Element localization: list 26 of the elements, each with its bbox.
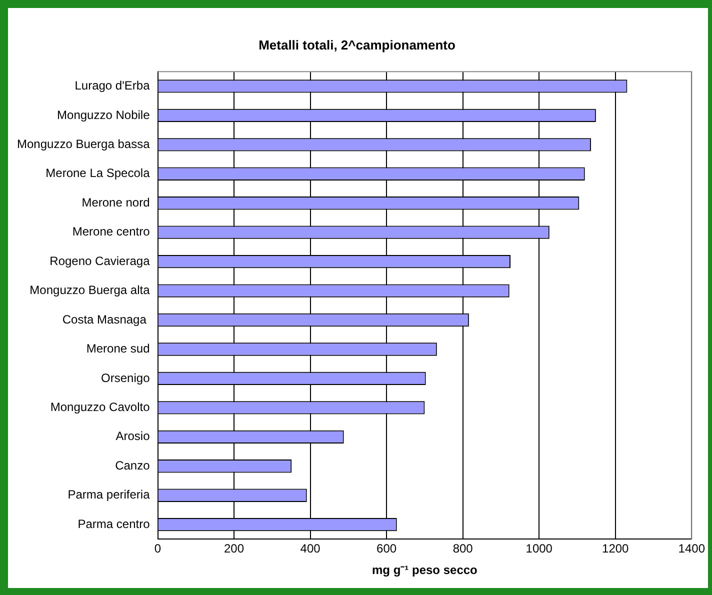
x-tick-label: 0 <box>154 542 162 556</box>
x-tick-label: 400 <box>300 542 321 556</box>
y-tick-label: Canzo <box>115 458 150 472</box>
x-tick-label: 1000 <box>526 542 553 556</box>
y-tick-label: Monguzzo Nobile <box>57 108 150 122</box>
x-tick-label: 1200 <box>602 542 630 556</box>
chart-title: Metalli totali, 2^campionamento <box>258 37 456 52</box>
y-tick-label: Monguzzo Buerga alta <box>30 283 150 298</box>
y-tick-label: Lurago d'Erba <box>74 78 150 93</box>
y-tick-label: Arosio <box>116 429 150 444</box>
y-tick-label: Parma centro <box>78 516 150 531</box>
x-tick-label: 1400 <box>678 542 706 556</box>
y-tick-label: Orsenigo <box>101 370 150 385</box>
y-tick-label: Merone La Specola <box>46 166 150 180</box>
y-tick-label: Parma periferia <box>68 488 150 502</box>
y-tick-label: Merone sud <box>86 342 150 356</box>
x-tick-label: 800 <box>452 542 474 556</box>
x-axis-title: mg g⁻¹ peso secco <box>372 563 478 578</box>
y-tick-label: Merone centro <box>72 224 150 239</box>
x-tick-label: 200 <box>224 542 244 556</box>
y-tick-label: Costa Masnaga <box>62 312 150 326</box>
x-tick-label: 600 <box>376 542 397 556</box>
y-tick-label: Merone nord <box>82 195 150 210</box>
y-tick-label: Rogeno Cavieraga <box>50 254 150 268</box>
y-tick-label: Monguzzo Buerga bassa <box>17 136 150 151</box>
y-tick-label: Monguzzo Cavolto <box>50 400 150 414</box>
